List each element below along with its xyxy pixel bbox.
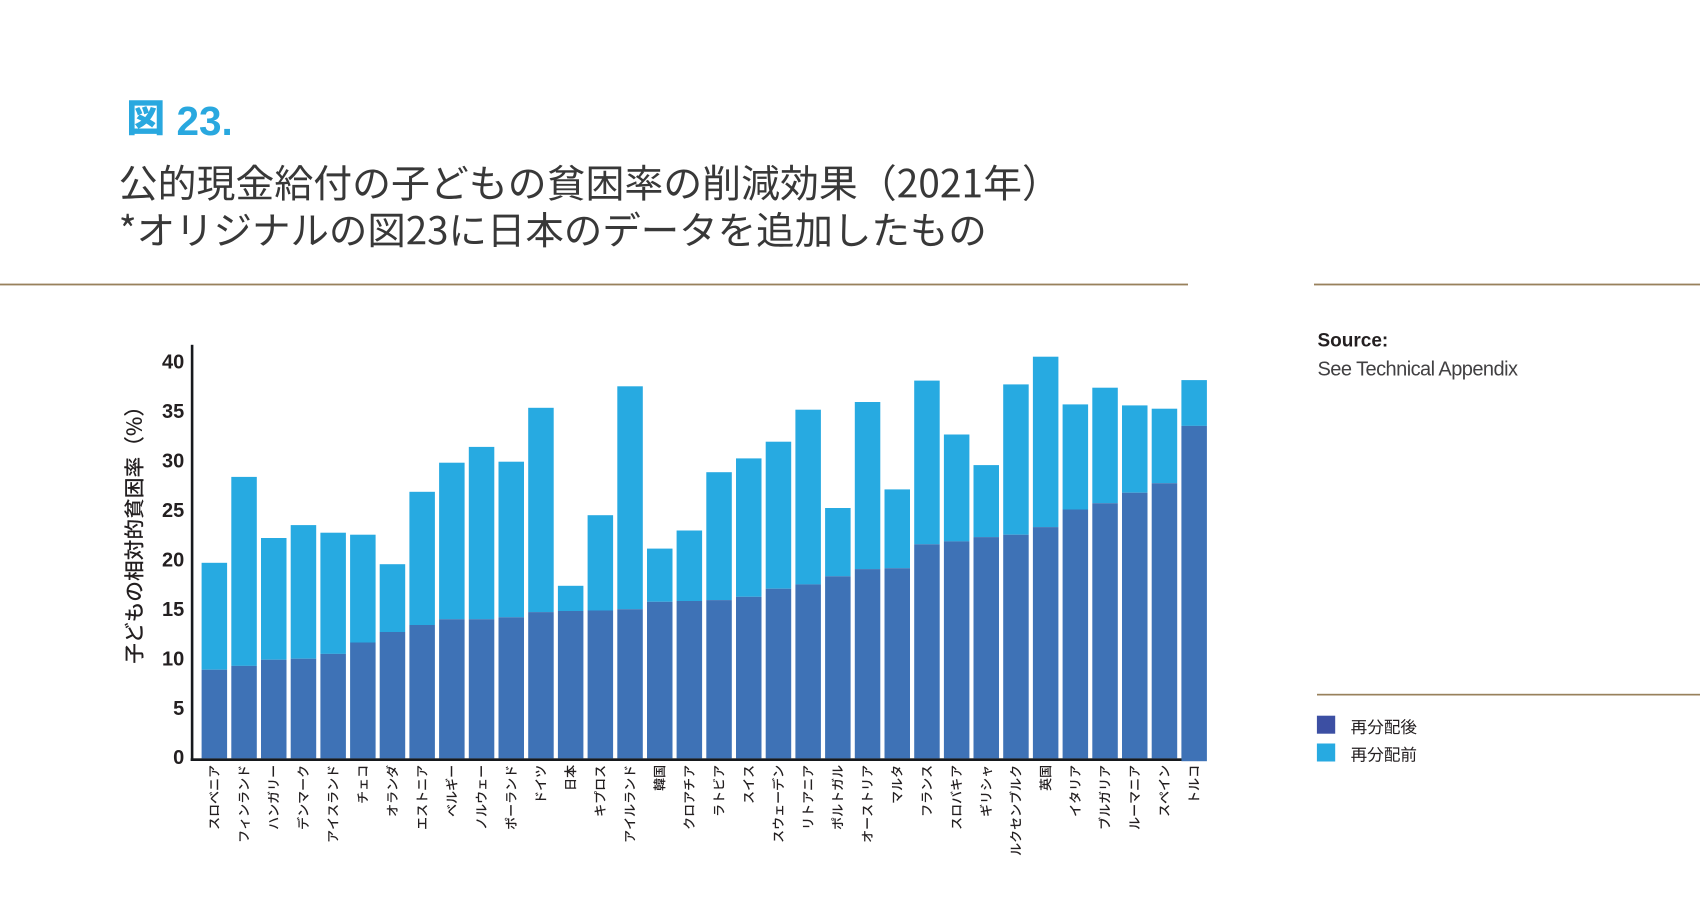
svg-text:15: 15: [162, 599, 184, 621]
svg-text:35: 35: [162, 401, 184, 423]
svg-text:25: 25: [162, 500, 184, 522]
svg-text:0: 0: [173, 747, 184, 769]
svg-text:10: 10: [162, 648, 184, 670]
svg-text:30: 30: [162, 451, 184, 473]
svg-text:23.: 23.: [177, 98, 233, 144]
svg-text:Source:: Source:: [1318, 330, 1389, 351]
svg-text:40: 40: [162, 352, 184, 374]
svg-text:20: 20: [162, 549, 184, 571]
svg-text:5: 5: [173, 698, 184, 720]
svg-text:See Technical Appendix: See Technical Appendix: [1318, 359, 1518, 381]
